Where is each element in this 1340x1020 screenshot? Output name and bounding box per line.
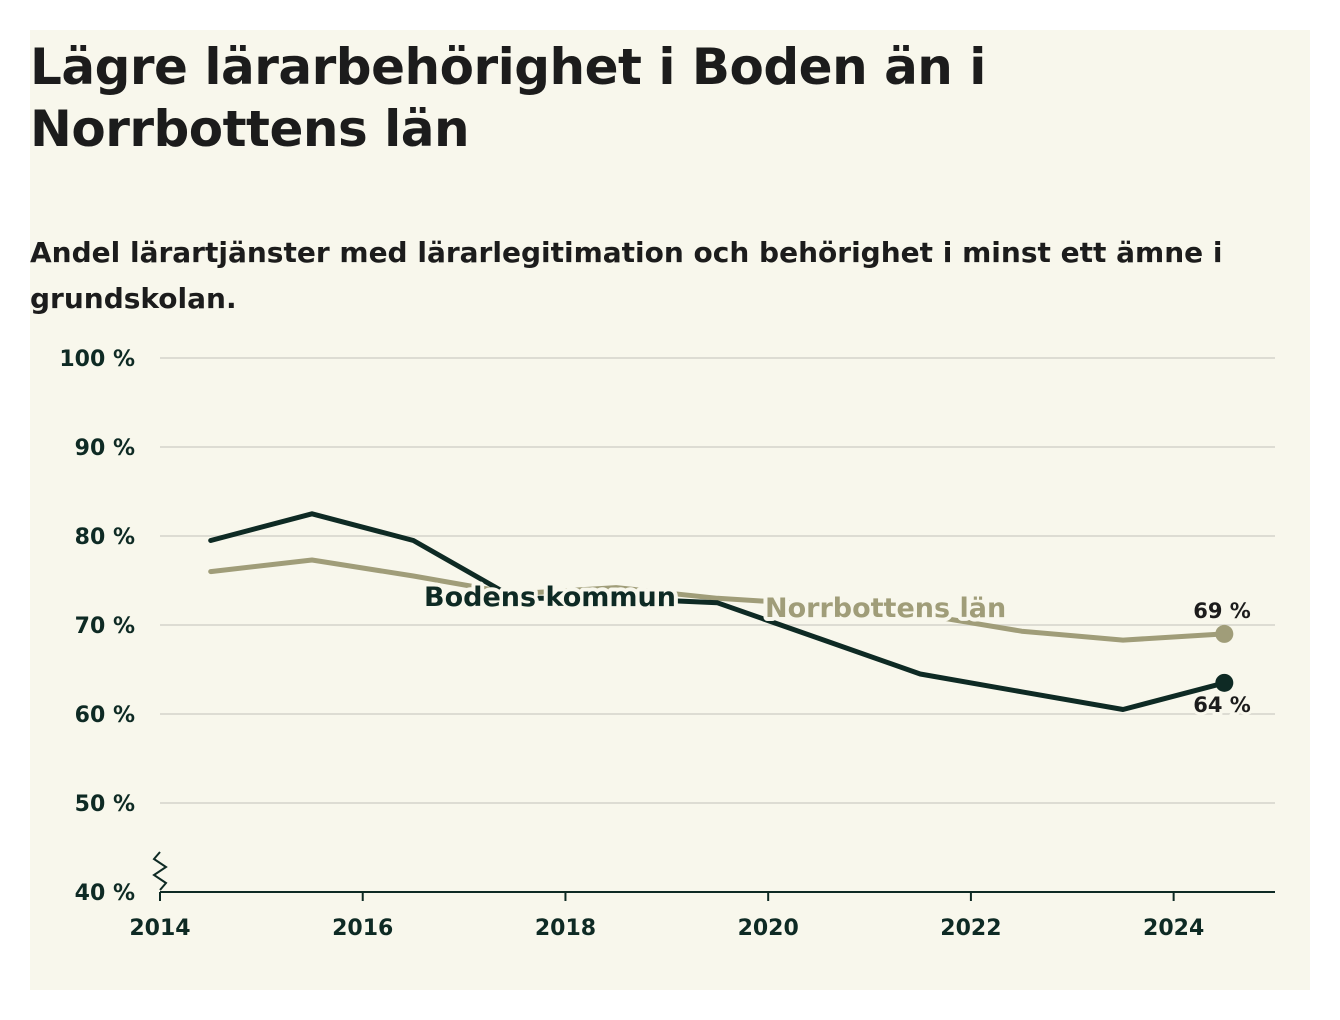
end-point-bodens-kommun [1215,673,1234,692]
series-label-bodens-kommun: Bodens kommun [424,582,676,613]
y-tick-label-40: 40 % [75,881,135,906]
end-value-label-norrbottens-lan: 69 % [1193,599,1251,623]
x-tick-label-2020: 2020 [738,916,799,941]
chart-subtitle: Andel lärartjänster med lärarlegitimatio… [30,236,1223,315]
y-tick-label-80: 80 % [75,525,135,550]
grid-lines [160,357,1275,804]
y-tick-label-100: 100 % [59,347,135,372]
series-line-norrbottens-lan [208,557,1227,643]
y-tick-label-60: 60 % [75,703,135,728]
y-tick-label-50: 50 % [75,792,135,817]
x-tick-label-2024: 2024 [1143,916,1204,941]
x-tick-label-2014: 2014 [129,916,190,941]
series-line-bodens-kommun [208,511,1227,712]
end-point-norrbottens-lan [1215,624,1234,643]
x-tick-label-2022: 2022 [940,916,1001,941]
y-tick-label-70: 70 % [75,614,135,639]
chart-card [30,30,1310,990]
series-label-norrbottens-lan: Norrbottens län [765,593,1006,624]
end-value-label-bodens-kommun: 64 % [1193,693,1251,717]
series-labels: Bodens kommun Norrbottens län 69 % 64 % [420,578,1254,720]
x-tick-label-2016: 2016 [332,916,393,941]
y-axis-ticks: 40 % 50 % 60 % 70 % 80 % 90 % 100 % [59,347,135,906]
series-lines [208,511,1234,712]
x-tick-label-2018: 2018 [535,916,596,941]
axis-break-mark [152,851,168,891]
chart-title: Lägre lärarbehörighet i Boden än i Norrb… [30,38,986,158]
y-tick-label-90: 90 % [75,436,135,461]
x-axis: 2014 2016 2018 2020 2022 2024 [129,851,1275,941]
